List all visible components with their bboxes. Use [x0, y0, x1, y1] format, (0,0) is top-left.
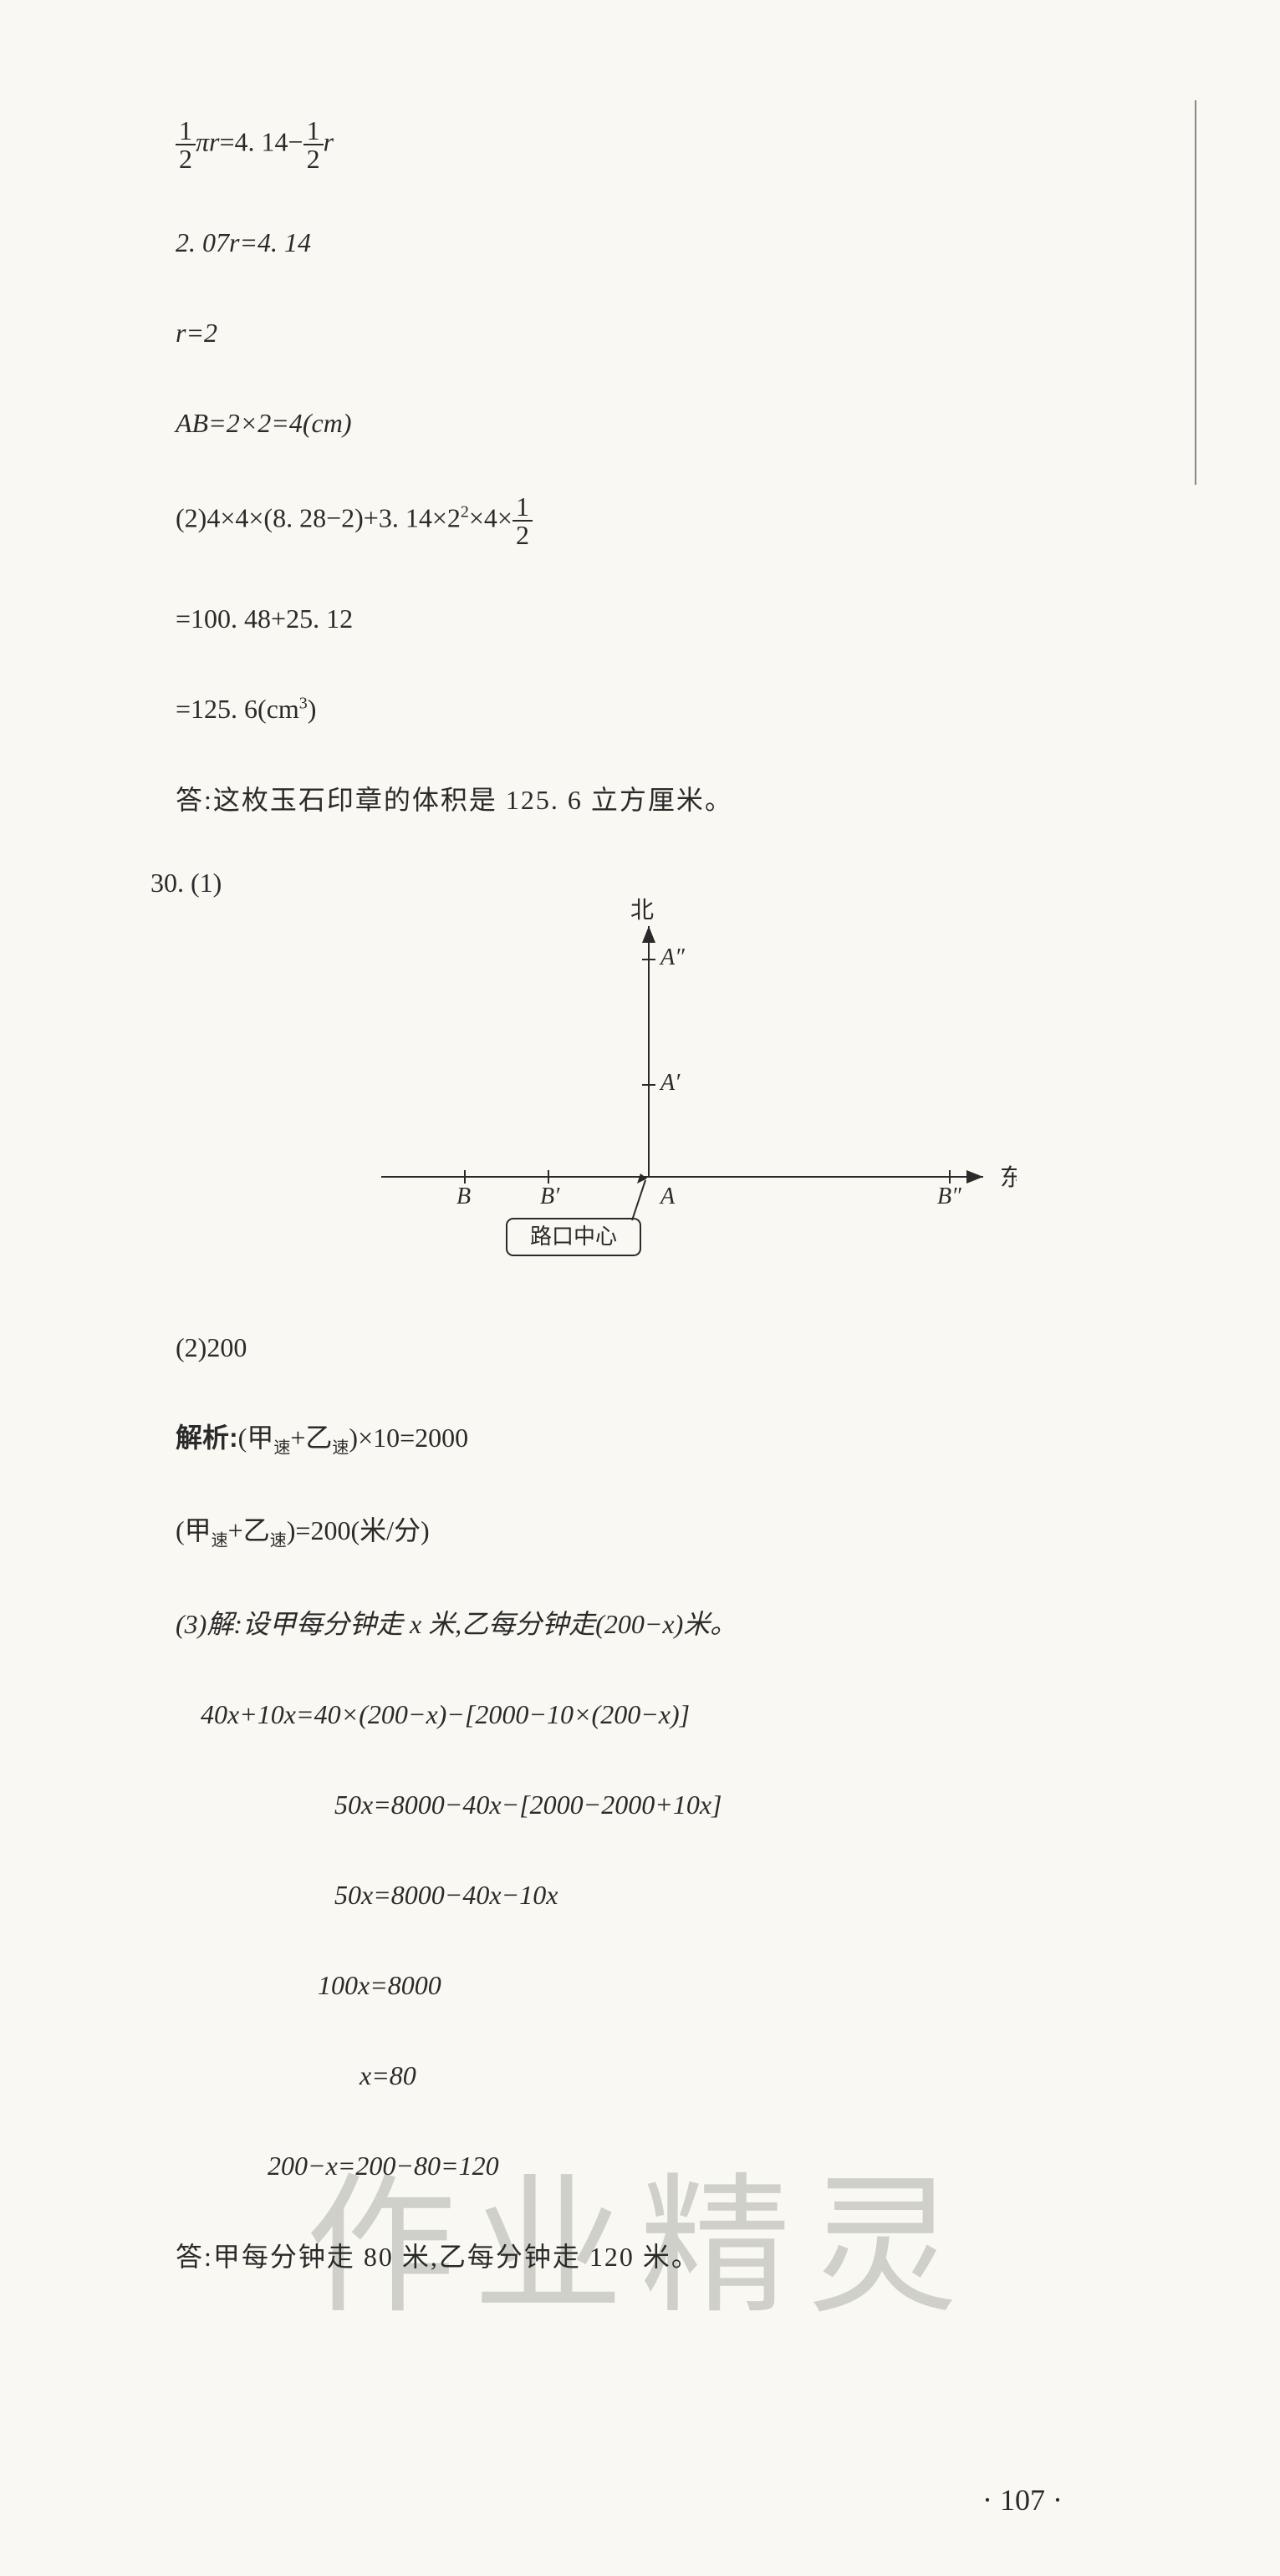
svg-text:B′: B′ — [540, 1184, 560, 1209]
svg-text:A′: A′ — [659, 1070, 681, 1096]
equation-5: (2)4×4×(8. 28−2)+3. 14×22×4×12 — [176, 493, 1130, 548]
answer-text-1: 答:这枚玉石印章的体积是 125. 6 立方厘米。 — [176, 779, 1130, 817]
eq-line-6: 200−x=200−80=120 — [268, 2146, 1130, 2186]
equation-1: 12πr=4. 14−12r — [176, 117, 1130, 172]
equation-2: 2. 07r=4. 14 — [176, 222, 1130, 262]
analysis-2: (甲速+乙速)=200(米/分) — [176, 1510, 1130, 1553]
equation-6: =100. 48+25. 12 — [176, 598, 1130, 639]
eq-line-1: 40x+10x=40×(200−x)−[2000−10×(200−x)] — [201, 1694, 1130, 1734]
svg-text:A: A — [659, 1184, 676, 1209]
svg-text:北: 北 — [630, 898, 653, 924]
eq-line-3: 50x=8000−40x−10x — [334, 1875, 1130, 1915]
part-3-label: (3)解:设甲每分钟走 x 米,乙每分钟走(200−x)米。 — [176, 1604, 1130, 1644]
svg-text:东: 东 — [1000, 1164, 1017, 1191]
eq-line-4: 100x=8000 — [318, 1965, 1130, 2005]
analysis-1: 解析:(甲速+乙速)×10=2000 — [176, 1418, 1130, 1460]
equation-7: =125. 6(cm3) — [176, 689, 1130, 729]
svg-text:B″: B″ — [937, 1184, 961, 1209]
page-number: · 107 · — [982, 2482, 1063, 2517]
equation-3: r=2 — [176, 313, 1130, 353]
svg-text:B: B — [456, 1184, 471, 1209]
eq-line-5: x=80 — [360, 2055, 1130, 2095]
svg-text:A″: A″ — [659, 944, 685, 970]
eq-line-2: 50x=8000−40x−[2000−2000+10x] — [334, 1784, 1130, 1825]
part-2: (2)200 — [176, 1327, 1130, 1367]
equation-4: AB=2×2=4(cm) — [176, 403, 1130, 443]
svg-text:路口中心: 路口中心 — [529, 1224, 616, 1249]
problem-30-label: 30. (1) — [150, 868, 251, 899]
vertical-divider — [1195, 100, 1196, 485]
coordinate-chart: 北东 A A′ A″ B B′ B″ 路口中心 — [251, 884, 1130, 1285]
answer-text-2: 答:甲每分钟走 80 米,乙每分钟走 120 米。 — [176, 2236, 1130, 2274]
